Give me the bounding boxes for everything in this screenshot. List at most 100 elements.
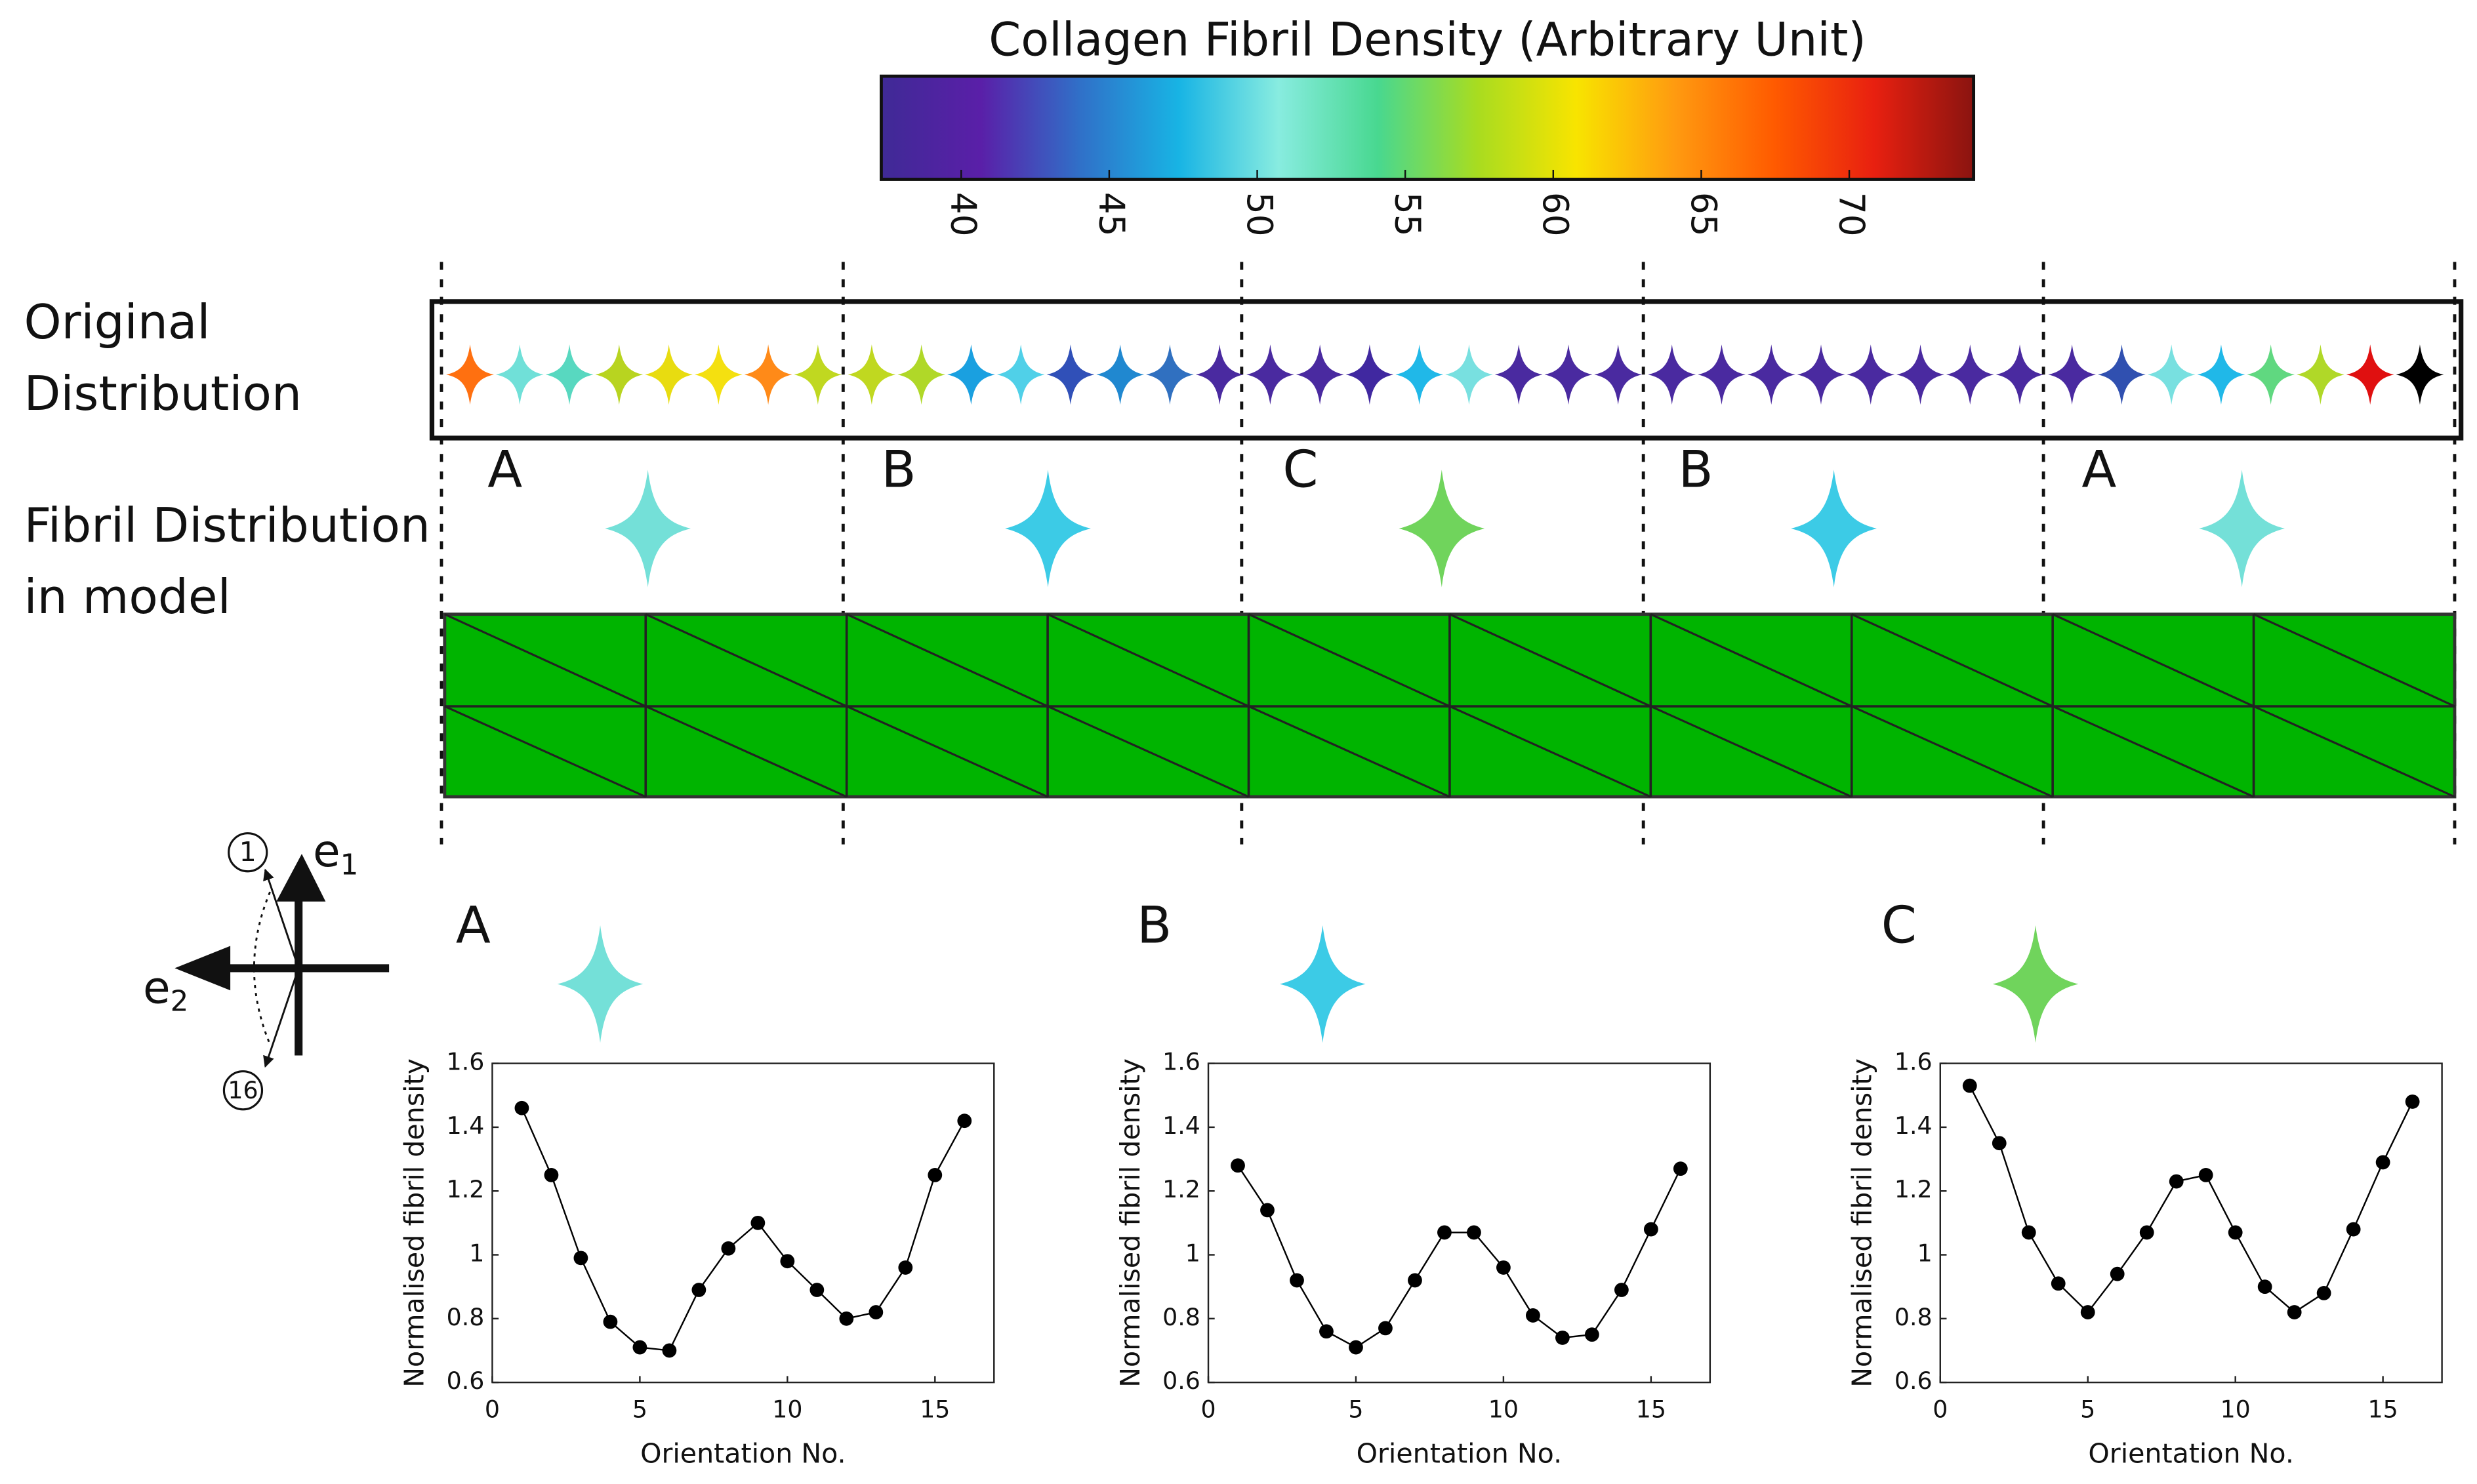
mesh-line bbox=[846, 705, 1048, 798]
fibril-icon bbox=[1195, 344, 1244, 405]
mesh-line bbox=[1650, 613, 1853, 708]
colorbar bbox=[880, 74, 1976, 181]
fibril-icon bbox=[1648, 344, 1696, 405]
fibril-icon bbox=[545, 344, 594, 405]
x-tick-label: 10 bbox=[2221, 1395, 2251, 1424]
data-point bbox=[1584, 1327, 1599, 1342]
chart-title: B bbox=[1137, 896, 1172, 955]
plot-frame bbox=[1939, 1062, 2443, 1384]
data-point bbox=[1378, 1321, 1393, 1336]
data-point bbox=[2051, 1276, 2066, 1291]
fibril-icon bbox=[1494, 344, 1543, 405]
data-point bbox=[1437, 1225, 1452, 1240]
y-tick-label: 0.6 bbox=[1162, 1367, 1200, 1395]
plot-frame bbox=[1207, 1062, 1711, 1384]
y-tick-label: 1.2 bbox=[1894, 1175, 1933, 1203]
data-point bbox=[2139, 1225, 2154, 1240]
orientation-circle bbox=[228, 832, 268, 873]
fibril-icon bbox=[595, 344, 644, 405]
data-point bbox=[750, 1215, 766, 1230]
x-tick-label: 5 bbox=[632, 1395, 647, 1424]
y-tick-label: 0.6 bbox=[1894, 1367, 1933, 1395]
mesh-line bbox=[2052, 613, 2255, 708]
orientation-arc bbox=[253, 891, 271, 1045]
y-tick-label: 1 bbox=[1185, 1239, 1200, 1268]
fibril-icon bbox=[1747, 344, 1795, 405]
data-point bbox=[2257, 1279, 2272, 1294]
chart-fibril-icon bbox=[1279, 925, 1366, 1043]
fibril-icon bbox=[2147, 344, 2196, 405]
colorbar-tick-label: 50 bbox=[1239, 192, 1280, 237]
y-axis-label: Normalised fibril density bbox=[1115, 1058, 1146, 1388]
y-tick-label: 1.4 bbox=[1894, 1112, 1933, 1140]
data-point bbox=[2110, 1266, 2125, 1281]
data-point bbox=[721, 1241, 736, 1256]
fibril-icon bbox=[1698, 344, 1746, 405]
e2-label-sub: 2 bbox=[171, 986, 189, 1018]
fibril-icon bbox=[1896, 344, 1944, 405]
chart-fibril-icon bbox=[1992, 925, 2079, 1043]
fibril-icon bbox=[1296, 344, 1344, 405]
arrow-head bbox=[174, 946, 231, 991]
orientation-first: 1 bbox=[239, 836, 256, 868]
x-axis-label: Orientation No. bbox=[1357, 1437, 1563, 1469]
data-point bbox=[1290, 1273, 1304, 1288]
mesh-line bbox=[645, 613, 848, 708]
mesh-line bbox=[444, 705, 646, 798]
x-tick-label: 15 bbox=[2368, 1395, 2398, 1424]
data-point bbox=[514, 1100, 529, 1115]
mesh-line bbox=[1248, 613, 1450, 708]
fibril-icon bbox=[1594, 344, 1643, 405]
fibril-icon bbox=[848, 344, 896, 405]
data-point bbox=[1643, 1222, 1658, 1237]
chart-title: C bbox=[1881, 896, 1917, 955]
fibril-icon bbox=[1996, 344, 2044, 405]
data-point bbox=[544, 1167, 559, 1182]
data-point bbox=[2375, 1155, 2390, 1170]
data-point bbox=[1231, 1158, 1245, 1173]
y-axis-label: Normalised fibril density bbox=[398, 1058, 430, 1388]
y-tick-label: 1.2 bbox=[447, 1175, 485, 1203]
data-point bbox=[957, 1113, 972, 1129]
data-point bbox=[839, 1311, 854, 1326]
fibril-icon bbox=[996, 344, 1045, 405]
colorbar-tick-label: 60 bbox=[1535, 192, 1576, 237]
x-axis-label: Orientation No. bbox=[640, 1437, 846, 1469]
row-label: in model bbox=[24, 570, 230, 625]
mesh-line bbox=[1047, 705, 1250, 798]
e1-label-base: e bbox=[313, 825, 340, 877]
data-point bbox=[898, 1260, 913, 1275]
model-fibril-icon bbox=[2199, 470, 2285, 588]
fibril-icon bbox=[744, 344, 792, 405]
data-line bbox=[1969, 1085, 2413, 1314]
mesh-line bbox=[846, 613, 1048, 708]
fibril-icon bbox=[1345, 344, 1394, 405]
y-tick-label: 1 bbox=[469, 1239, 484, 1268]
e2-label-base: e bbox=[143, 961, 171, 1013]
row-label: Distribution bbox=[24, 367, 302, 422]
mesh-line bbox=[2052, 705, 2255, 798]
fibril-icon bbox=[2098, 344, 2146, 405]
data-point bbox=[573, 1251, 588, 1266]
data-point bbox=[869, 1305, 884, 1319]
data-point bbox=[691, 1283, 706, 1297]
section-label: A bbox=[2081, 441, 2116, 500]
fibril-icon bbox=[794, 344, 842, 405]
colorbar-tick-label: 55 bbox=[1387, 192, 1428, 237]
y-axis-label: Normalised fibril density bbox=[1847, 1058, 1878, 1388]
colorbar-tick-label: 65 bbox=[1683, 192, 1724, 237]
data-point bbox=[1467, 1225, 1481, 1240]
y-tick-label: 1 bbox=[1917, 1239, 1933, 1268]
x-tick-label: 0 bbox=[1200, 1395, 1216, 1424]
data-point bbox=[780, 1254, 795, 1269]
fibril-icon bbox=[2197, 344, 2245, 405]
model-fibril-icon bbox=[1399, 470, 1485, 588]
orientation-arrow bbox=[263, 967, 300, 1068]
fibril-icon bbox=[1847, 344, 1895, 405]
model-fibril-icon bbox=[1005, 470, 1091, 588]
data-point bbox=[603, 1314, 618, 1329]
y-tick-label: 0.8 bbox=[1894, 1303, 1933, 1331]
orientation-last: 16 bbox=[228, 1076, 258, 1104]
data-point bbox=[2346, 1222, 2361, 1237]
